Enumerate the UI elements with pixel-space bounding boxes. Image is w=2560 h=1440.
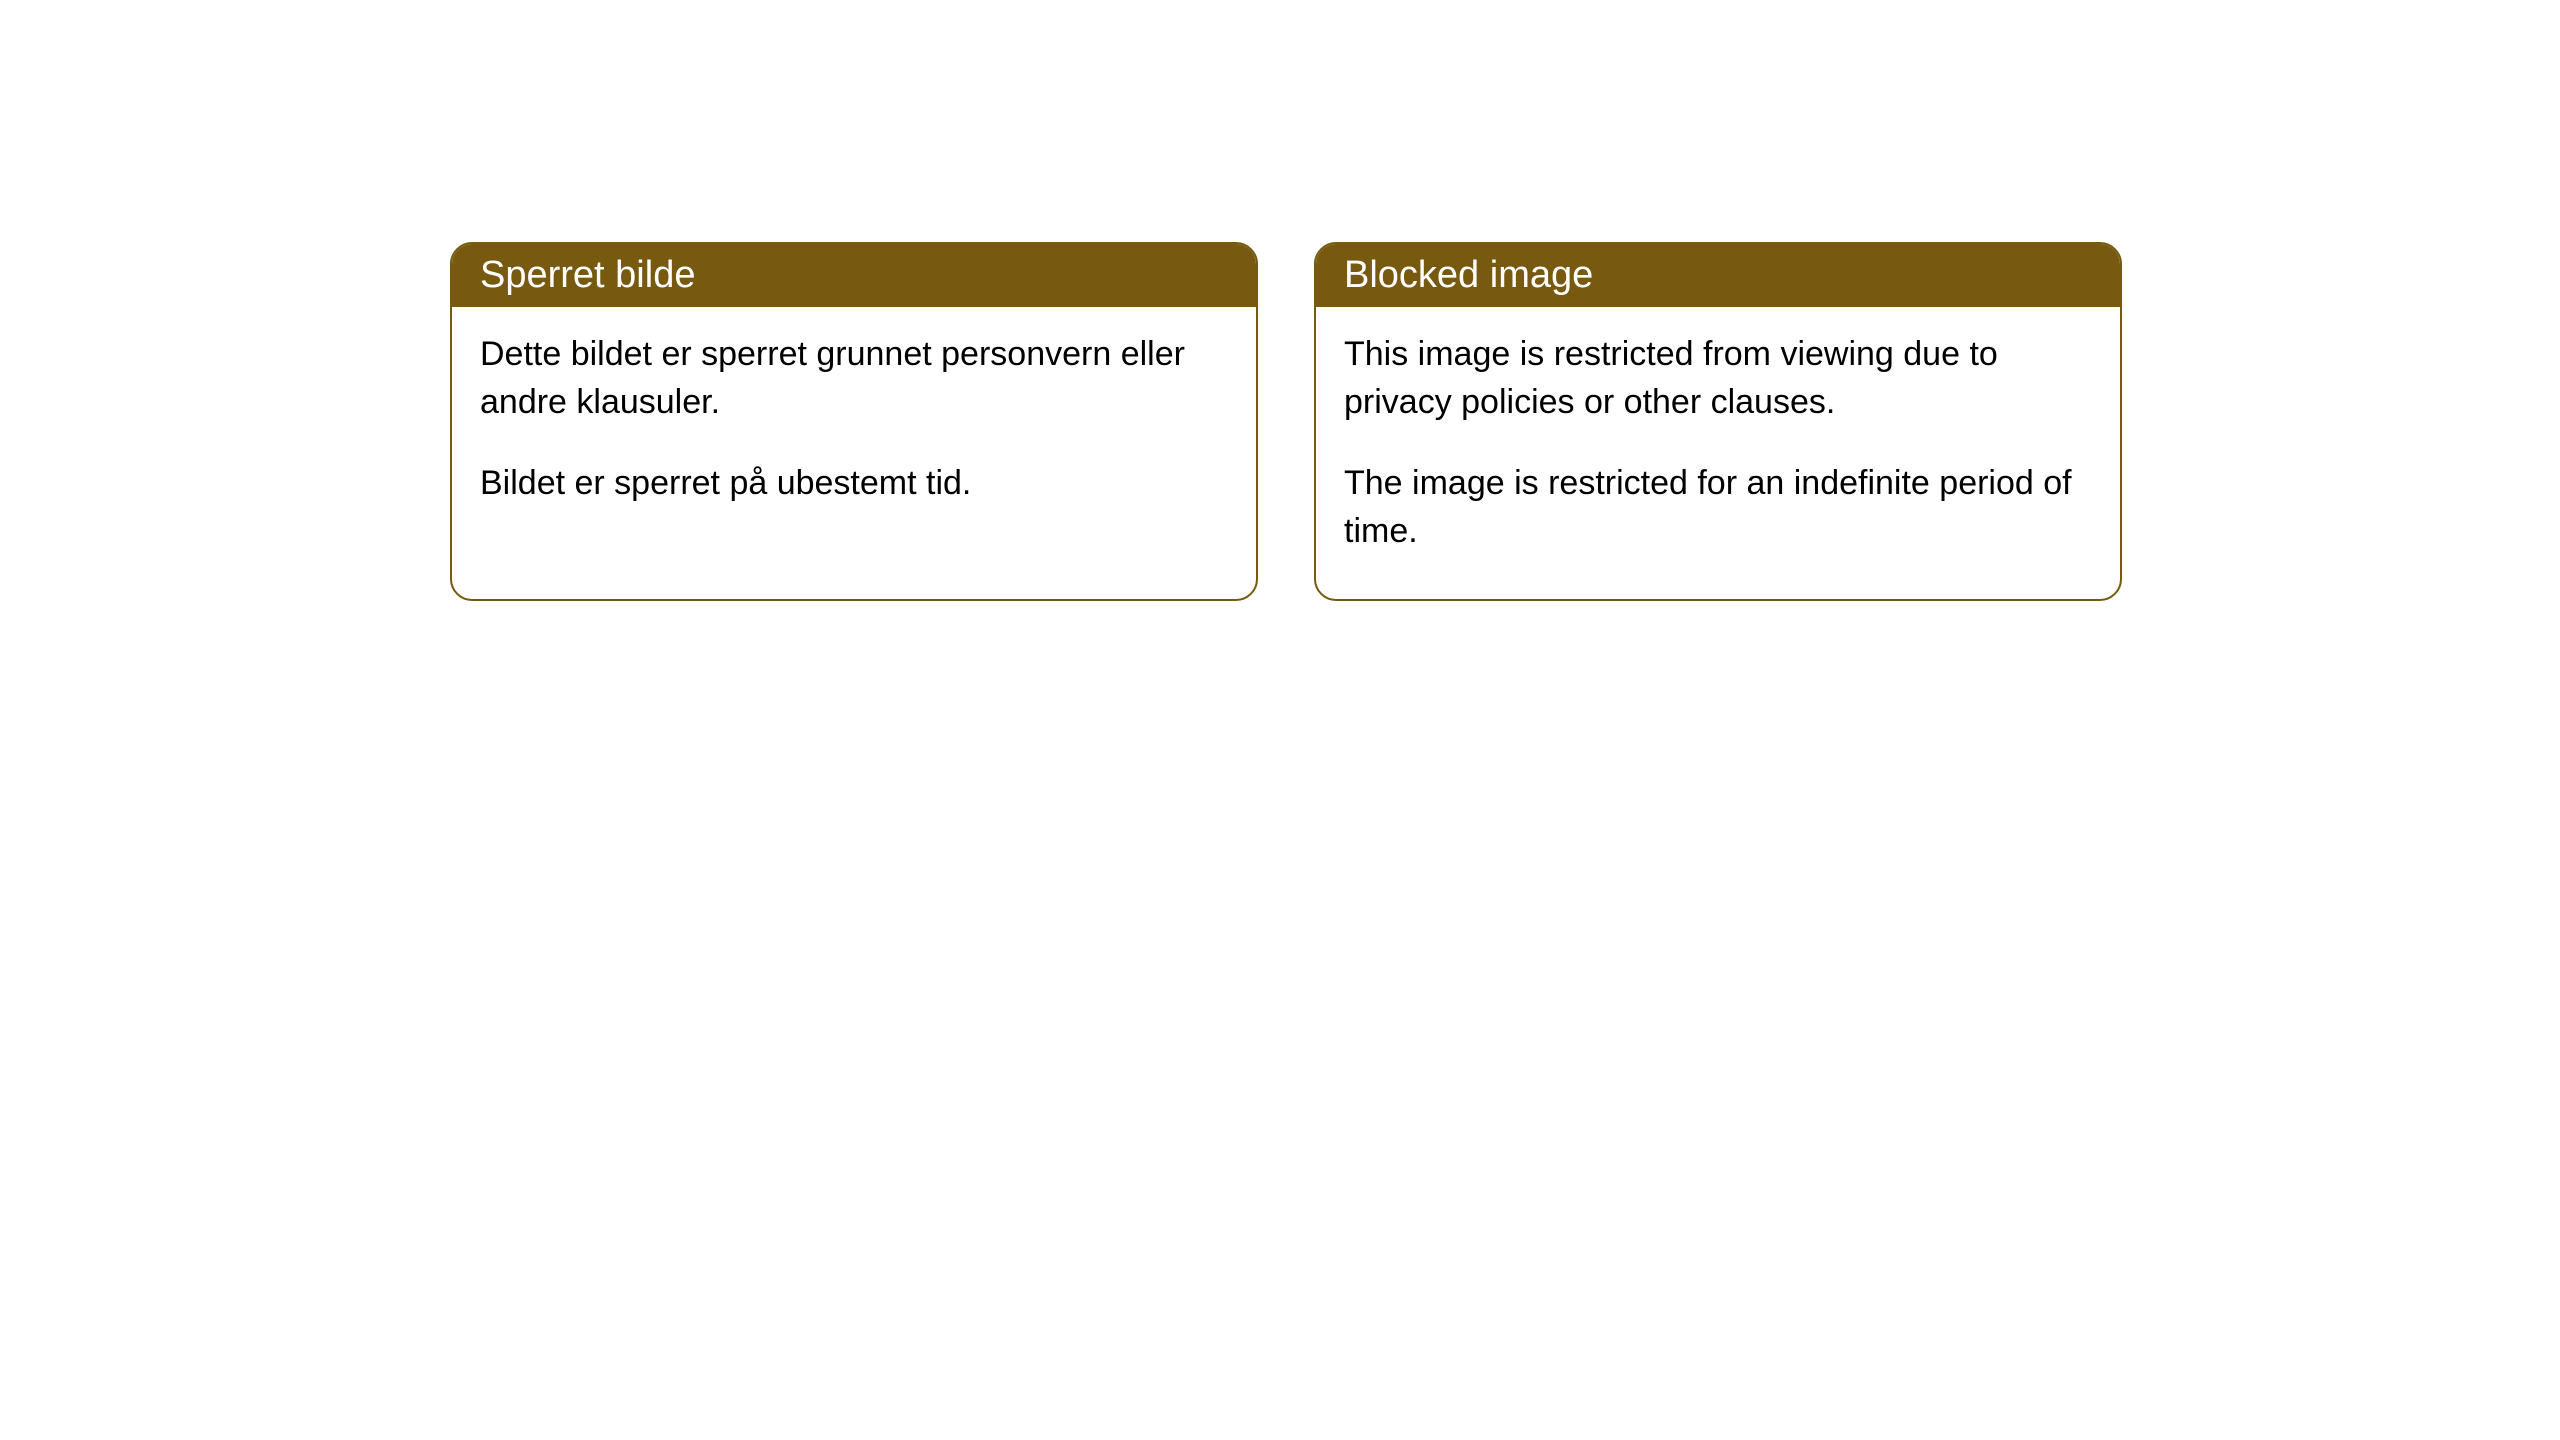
card-body-norwegian: Dette bildet er sperret grunnet personve… [452, 307, 1256, 552]
card-paragraph: Dette bildet er sperret grunnet personve… [480, 331, 1228, 426]
card-header-english: Blocked image [1316, 244, 2120, 307]
card-norwegian: Sperret bilde Dette bildet er sperret gr… [450, 242, 1258, 601]
card-body-english: This image is restricted from viewing du… [1316, 307, 2120, 599]
card-paragraph: The image is restricted for an indefinit… [1344, 460, 2092, 555]
cards-container: Sperret bilde Dette bildet er sperret gr… [450, 242, 2122, 601]
card-paragraph: This image is restricted from viewing du… [1344, 331, 2092, 426]
card-paragraph: Bildet er sperret på ubestemt tid. [480, 460, 1228, 508]
card-english: Blocked image This image is restricted f… [1314, 242, 2122, 601]
card-header-norwegian: Sperret bilde [452, 244, 1256, 307]
